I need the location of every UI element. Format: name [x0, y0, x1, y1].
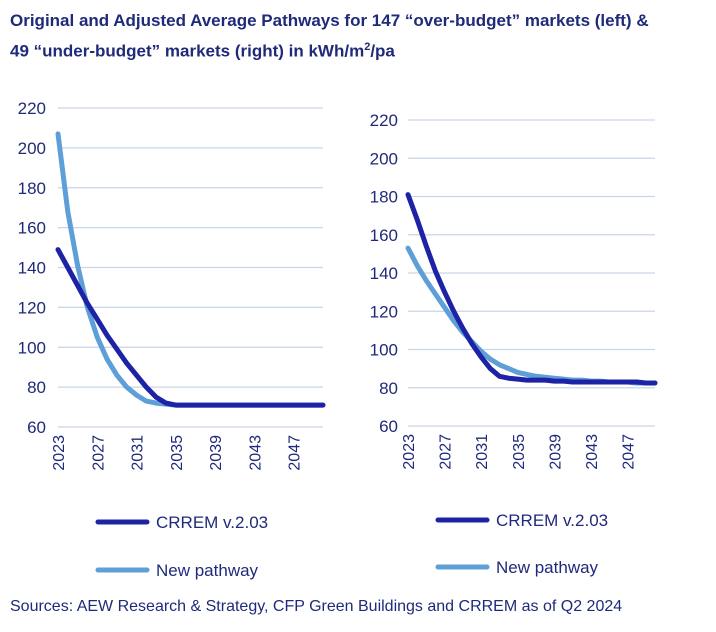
source-note: Sources: AEW Research & Strategy, CFP Gr… [10, 598, 623, 615]
x-tick-label: 2039 [547, 434, 564, 470]
x-tick-label: 2031 [130, 435, 147, 471]
y-tick-label: 100 [370, 341, 398, 360]
y-tick-label: 80 [27, 378, 46, 397]
y-tick-label: 200 [370, 149, 398, 168]
series-line-crrem-v-2-03 [405, 192, 658, 386]
y-tick-label: 200 [18, 139, 46, 158]
y-tick-label: 220 [370, 111, 398, 130]
title-line-2-text: 49 “under-budget” markets (right) in kWh… [10, 41, 365, 61]
title-line-2-unit: /pa [370, 41, 395, 61]
x-tick-label: 2027 [438, 434, 455, 470]
chart-title: Original and Adjusted Average Pathways f… [10, 8, 710, 65]
title-superscript: 2 [364, 41, 371, 53]
y-tick-label: 160 [370, 226, 398, 245]
y-tick-label: 160 [18, 219, 46, 238]
y-tick-label: 100 [18, 338, 46, 357]
series-line-new-pathway [55, 131, 326, 408]
y-tick-label: 140 [18, 259, 46, 278]
y-tick-label: 80 [379, 379, 398, 398]
legend-label: CRREM v.2.03 [156, 513, 268, 532]
x-tick-label: 2027 [90, 435, 107, 471]
x-tick-label: 2043 [247, 435, 264, 471]
y-tick-label: 140 [370, 264, 398, 283]
right-panel: 60 80 100 120 140 160 180 200 220 2023 2027 2031 203… [370, 111, 658, 577]
x-tick-label: 2047 [287, 435, 304, 471]
title-line-1: Original and Adjusted Average Pathways f… [10, 11, 649, 30]
y-tick-label: 220 [18, 99, 46, 118]
legend-label: New pathway [156, 561, 259, 580]
y-tick-label: 120 [370, 302, 398, 321]
y-tick-label: 180 [18, 179, 46, 198]
x-tick-label: 2039 [208, 435, 225, 471]
legend-label: CRREM v.2.03 [496, 511, 608, 530]
legend-label: New pathway [496, 558, 599, 577]
title-line-2: 49 “under-budget” markets (right) in kWh… [10, 34, 710, 65]
left-panel: 60 80 100 120 140 160 180 200 220 2023 2027 2031 203… [18, 99, 326, 580]
x-tick-label: 2043 [584, 434, 601, 470]
x-tick-label: 2035 [169, 435, 186, 471]
x-tick-label: 2047 [621, 434, 638, 470]
y-tick-label: 120 [18, 298, 46, 317]
y-tick-label: 60 [379, 417, 398, 436]
series-line-crrem-v-2-03 [55, 247, 326, 408]
y-tick-label: 180 [370, 188, 398, 207]
x-tick-label: 2023 [401, 434, 418, 470]
x-tick-label: 2035 [511, 434, 528, 470]
series-line-new-pathway [405, 245, 658, 386]
x-tick-label: 2031 [474, 434, 491, 470]
x-tick-label: 2023 [51, 435, 68, 471]
y-tick-label: 60 [27, 418, 46, 437]
